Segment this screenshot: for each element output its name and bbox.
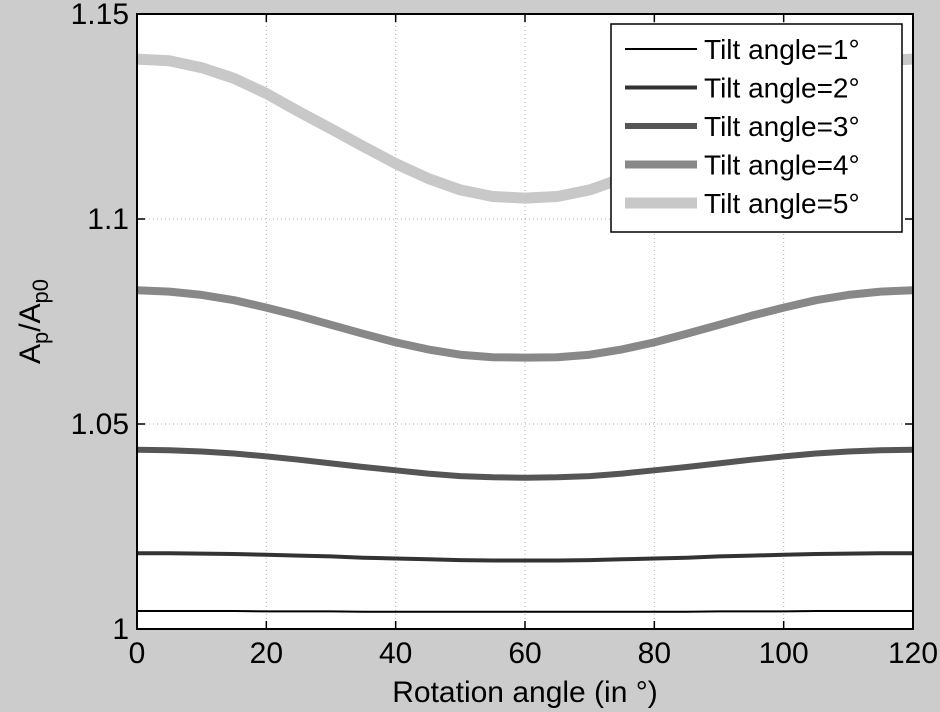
y-tick-label: 1.1 [87, 203, 129, 236]
x-tick-label: 60 [508, 637, 541, 670]
legend-entry-label: Tilt angle=4° [704, 150, 860, 181]
legend-entry-label: Tilt angle=3° [704, 111, 860, 142]
legend-entry-label: Tilt angle=2° [704, 73, 860, 104]
x-tick-label: 120 [888, 637, 938, 670]
y-axis-label: Ap/Ap0 [14, 279, 53, 364]
x-tick-label: 20 [250, 637, 283, 670]
y-label-subscript: p [28, 332, 53, 344]
y-tick-label: 1 [112, 613, 129, 646]
axis-ticks: 0 20 40 60 80 100 120 1 1.05 1.1 1.15 [71, 0, 938, 670]
x-tick-label: 0 [129, 637, 146, 670]
series-line-tilt-2 [137, 551, 913, 563]
y-tick-label: 1.15 [71, 0, 129, 31]
series-line-tilt-1 [137, 610, 913, 613]
legend: Tilt angle=1° Tilt angle=2° Tilt angle=3° T… [610, 23, 903, 233]
x-tick-label: 80 [638, 637, 671, 670]
x-tick-label: 40 [379, 637, 412, 670]
series-line-tilt-3 [136, 446, 914, 481]
x-axis-label: Rotation angle (in °) [392, 676, 657, 709]
x-tick-label: 100 [759, 637, 809, 670]
y-label-text: A [14, 344, 47, 364]
legend-entry-label: Tilt angle=5° [704, 188, 860, 219]
legend-entry-label: Tilt angle=1° [704, 34, 860, 65]
series-line-tilt-4 [136, 286, 914, 362]
y-label-subscript: p0 [28, 279, 53, 303]
y-label-text: /A [14, 303, 47, 331]
y-tick-label: 1.05 [71, 408, 129, 441]
